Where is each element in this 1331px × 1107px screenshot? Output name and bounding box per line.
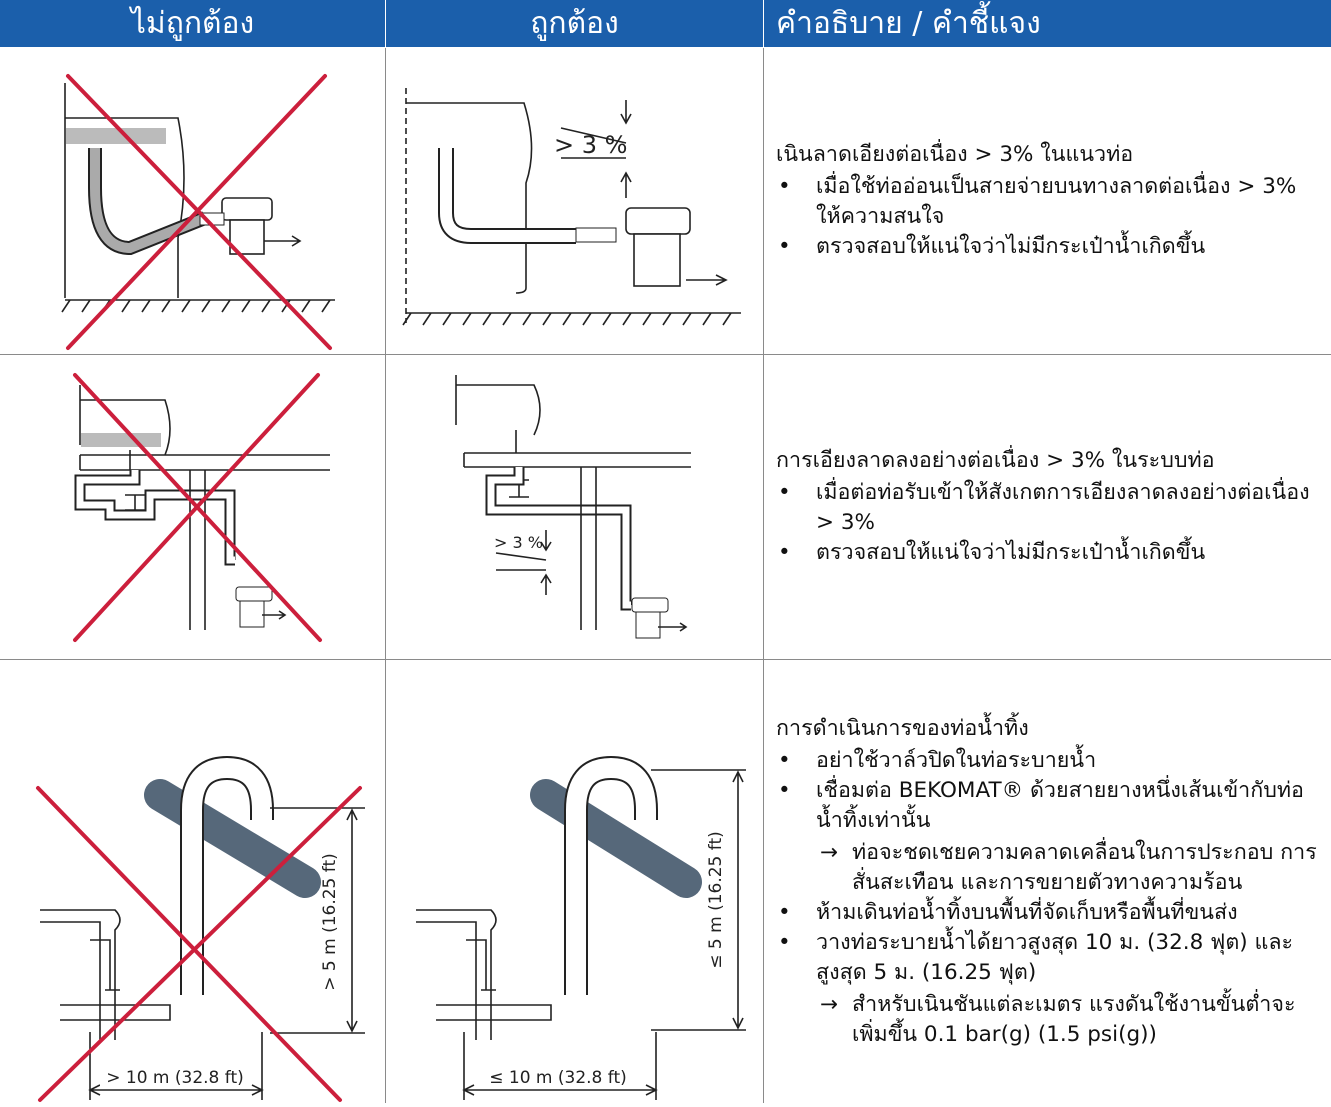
bullet-text: วางท่อระบายน้ำได้ยาวสูงสุด 10 ม. (32.8 ฟ…	[816, 929, 1294, 985]
header-text: ถูกต้อง	[530, 6, 619, 41]
description-title: การดำเนินการของท่อน้ำทิ้ง	[776, 715, 1029, 741]
bullet-item: อย่าใช้วาล์วปิดในท่อระบายน้ำ	[776, 746, 1317, 776]
bullet-text: อย่าใช้วาล์วปิดในท่อระบายน้ำ	[816, 747, 1097, 773]
incorrect-cell	[0, 355, 386, 660]
dimension-label: > 10 m (32.8 ft)	[106, 1068, 244, 1088]
dimension-label: ≤ 5 m (16.25 ft)	[706, 831, 726, 969]
description-title: การเอียงลาดลงอย่างต่อเนื่อง > 3% ในระบบท…	[776, 448, 1215, 473]
description-cell: การดำเนินการของท่อน้ำทิ้ง อย่าใช้วาล์วปิ…	[764, 660, 1331, 1103]
description-title: เนินลาดเอียงต่อเนื่อง > 3% ในแนวท่อ	[776, 142, 1134, 167]
bullet-text: เชื่อมต่อ BEKOMAT® ด้วยสายยางหนึ่งเส้นเข…	[816, 777, 1304, 833]
sub-item: ท่อจะชดเชยความคลาดเคลื่อนในการประกอบ การ…	[816, 838, 1317, 898]
illustration	[73, 373, 330, 642]
illustration: > 10 m (32.8 ft) > 5 m (16.25 ft)	[36, 755, 365, 1102]
bullet-item: ตรวจสอบให้แน่ใจว่าไม่มีกระเป๋าน้ำเกิดขึ้…	[776, 538, 1317, 568]
header-cell: คำอธิบาย / คำชี้แจง	[764, 0, 1331, 48]
illustration: > 3 %	[402, 88, 741, 326]
bullet-list: อย่าใช้วาล์วปิดในท่อระบายน้ำ เชื่อมต่อ B…	[776, 746, 1317, 1050]
illustration: ≤ 10 m (32.8 ft) ≤ 5 m (16.25 ft)	[416, 755, 746, 1100]
bullet-item: เมื่อต่อท่อรับเข้าให้สังเกตการเอียงลาดลง…	[776, 478, 1317, 538]
sub-list: สำหรับเนินชันแต่ละเมตร แรงดันใช้งานขั้นต…	[816, 990, 1317, 1050]
illustration: > 3 %	[455, 375, 691, 639]
incorrect-cell: > 10 m (32.8 ft) > 5 m (16.25 ft)	[0, 660, 386, 1103]
correct-cell: > 3 %	[386, 48, 764, 355]
bullet-item: วางท่อระบายน้ำได้ยาวสูงสุด 10 ม. (32.8 ฟ…	[776, 928, 1317, 1050]
header-text: ไม่ถูกต้อง	[130, 6, 255, 41]
dimension-label: ≤ 10 m (32.8 ft)	[489, 1068, 627, 1088]
dimension-label: > 5 m (16.25 ft)	[320, 853, 340, 991]
correct-cell: > 3 %	[386, 355, 764, 660]
header-cell: ถูกต้อง	[386, 0, 764, 48]
incorrect-cell	[0, 48, 386, 355]
header-text: คำอธิบาย / คำชี้แจง	[776, 6, 1041, 41]
dimension-label: > 3 %	[554, 131, 627, 159]
bullet-item: เชื่อมต่อ BEKOMAT® ด้วยสายยางหนึ่งเส้นเข…	[776, 776, 1317, 898]
dimension-label: > 3 %	[494, 533, 543, 552]
sub-item: สำหรับเนินชันแต่ละเมตร แรงดันใช้งานขั้นต…	[816, 990, 1317, 1050]
water	[66, 128, 166, 144]
bullet-list: เมื่อใช้ท่ออ่อนเป็นสายจ่ายบนทางลาดต่อเนื…	[776, 172, 1317, 262]
description-cell: การเอียงลาดลงอย่างต่อเนื่อง > 3% ในระบบท…	[764, 355, 1331, 660]
bullet-item: เมื่อใช้ท่ออ่อนเป็นสายจ่ายบนทางลาดต่อเนื…	[776, 172, 1317, 232]
correct-cell: ≤ 10 m (32.8 ft) ≤ 5 m (16.25 ft)	[386, 660, 764, 1103]
bullet-item: ห้ามเดินท่อน้ำทิ้งบนพื้นที่จัดเก็บหรือพื…	[776, 898, 1317, 928]
illustration	[61, 74, 335, 350]
description-cell: เนินลาดเอียงต่อเนื่อง > 3% ในแนวท่อ เมื่…	[764, 48, 1331, 355]
header-cell: ไม่ถูกต้อง	[0, 0, 386, 48]
bullet-list: เมื่อต่อท่อรับเข้าให้สังเกตการเอียงลาดลง…	[776, 478, 1317, 568]
bullet-item: ตรวจสอบให้แน่ใจว่าไม่มีกระเป๋าน้ำเกิดขึ้…	[776, 232, 1317, 262]
bullet-text: ห้ามเดินท่อน้ำทิ้งบนพื้นที่จัดเก็บหรือพื…	[816, 899, 1238, 925]
sub-list: ท่อจะชดเชยความคลาดเคลื่อนในการประกอบ การ…	[816, 838, 1317, 898]
